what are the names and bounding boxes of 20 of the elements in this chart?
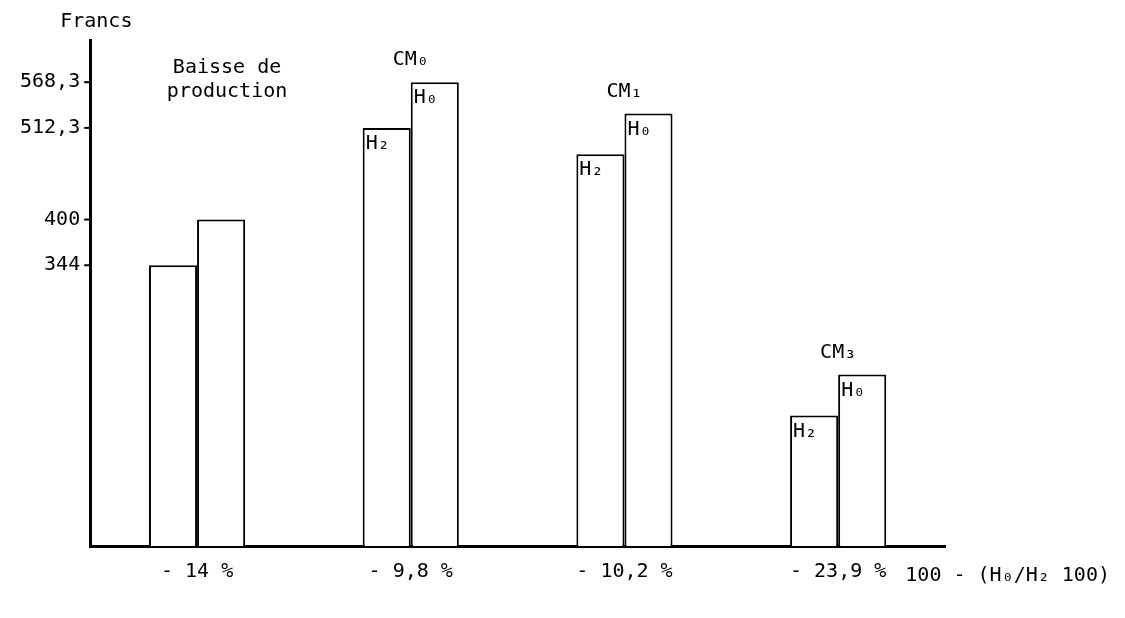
x-tick-label: - 9,8 %: [368, 558, 453, 583]
y-axis-title: Francs: [60, 8, 133, 33]
y-tick-label: 344: [44, 251, 81, 276]
annotation: CM₃: [820, 338, 857, 363]
annotation: H₂: [579, 156, 604, 181]
annotation: H₂: [793, 417, 818, 442]
annotation: Baisse de production: [166, 54, 288, 103]
annotation: H₂: [365, 130, 390, 155]
y-tick-label: 568,3: [19, 68, 81, 93]
y-tick-label: 400: [44, 205, 81, 230]
x-axis-title: 100 - (H₀/H₂ 100): [905, 562, 1110, 587]
y-tick-label: 512,3: [19, 114, 81, 139]
x-tick-label: - 10,2 %: [576, 558, 673, 583]
x-tick-label: - 23,9 %: [789, 558, 887, 583]
annotation: H₀: [627, 115, 652, 140]
annotation: H₀: [841, 376, 866, 401]
annotation: CM₀: [392, 46, 429, 71]
annotation: CM₁: [606, 77, 643, 102]
x-tick-label: - 14 %: [160, 558, 234, 583]
annotation: H₀: [413, 84, 438, 109]
